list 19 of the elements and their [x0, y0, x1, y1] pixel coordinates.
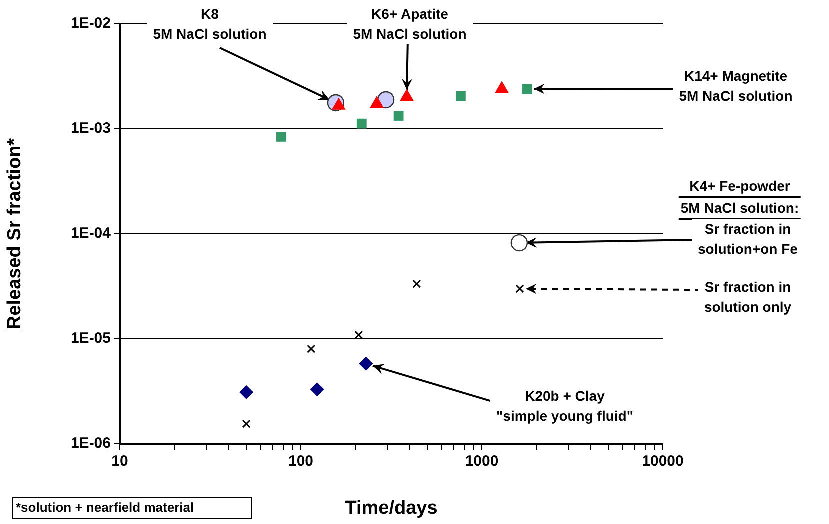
annotation: K20b + Clay "simple young fluid": [496, 387, 634, 426]
y-tick-label: 1E-03: [70, 120, 111, 138]
y-tick-label: 1E-05: [70, 330, 111, 348]
x-tick-label: 100: [288, 453, 314, 470]
x-tick-label: 10: [112, 453, 128, 470]
annotation: K6+ Apatite 5M NaCl solution: [353, 5, 467, 44]
x-axis-title: Time/days: [345, 498, 438, 519]
y-tick-label: 1E-06: [70, 435, 111, 452]
y-tick-label: 1E-04: [70, 225, 112, 242]
annotation: Sr fraction in solution only: [704, 278, 792, 317]
text: *solution + nearfield material: [16, 499, 196, 517]
annotation: K8 5M NaCl solution: [153, 5, 267, 44]
annotation: Sr fraction in solution+on Fe: [698, 220, 798, 259]
y-tick-label: 1E-02: [70, 15, 111, 32]
x-tick-label: 10000: [642, 453, 684, 470]
annotation: K14+ Magnetite 5M NaCl solution: [679, 67, 793, 106]
text: K4+ Fe-powder 5M NaCl solution:: [680, 177, 800, 218]
y-axis-title: Released Sr fraction*: [4, 138, 26, 330]
x-tick-label: 1000: [465, 453, 499, 470]
